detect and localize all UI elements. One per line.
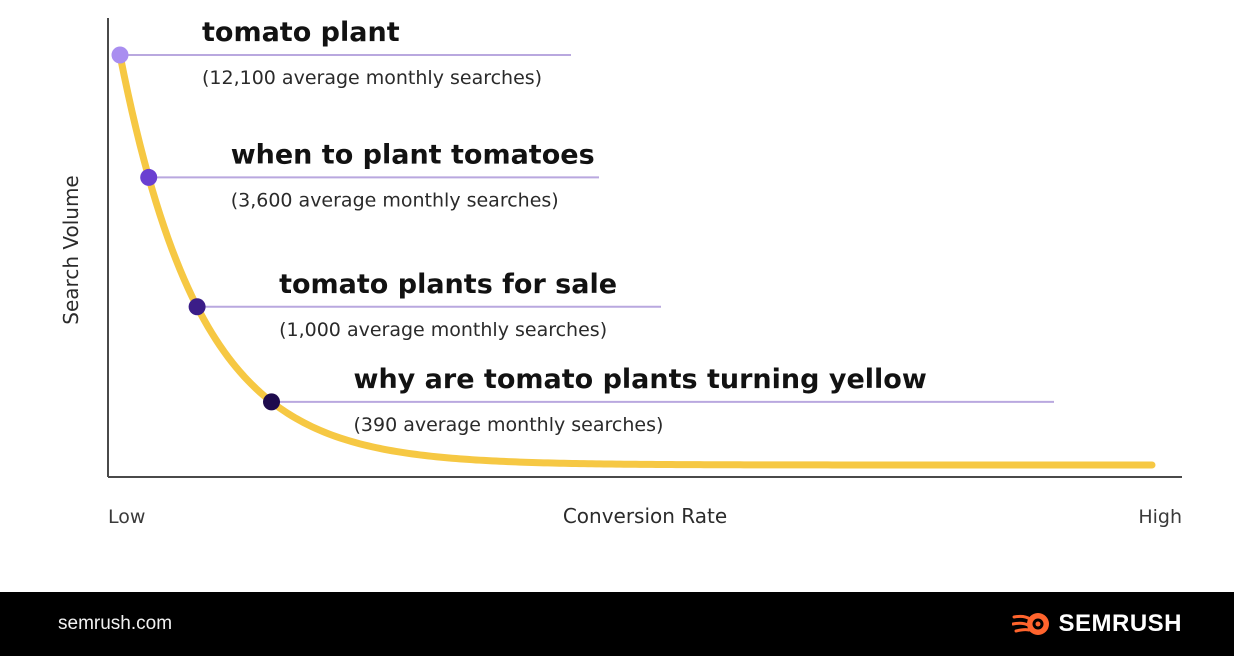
semrush-fireball-icon xyxy=(1012,613,1050,635)
volume-curve xyxy=(116,51,1156,469)
x-axis-label: Conversion Rate xyxy=(563,504,727,528)
data-point xyxy=(188,298,206,316)
keyword-label: when to plant tomatoes xyxy=(231,139,595,170)
footer-url[interactable]: semrush.com xyxy=(58,613,173,634)
search-volume-label: (1,000 average monthly searches) xyxy=(279,319,607,341)
keyword-points: tomato plant (12,100 average monthly sear… xyxy=(111,17,1054,436)
y-axis-label: Search Volume xyxy=(59,175,83,324)
keyword-label: tomato plants for sale xyxy=(279,269,617,300)
search-volume-label: (3,600 average monthly searches) xyxy=(231,189,559,211)
search-volume-label: (390 average monthly searches) xyxy=(354,414,664,436)
x-axis-end-label: High xyxy=(1138,506,1182,528)
keyword-label: why are tomato plants turning yellow xyxy=(354,364,927,395)
data-point xyxy=(263,393,281,411)
x-axis-start-label: Low xyxy=(108,506,145,528)
brand-logo: SEMRUSH xyxy=(1012,609,1182,639)
search-volume-label: (12,100 average monthly searches) xyxy=(202,67,542,89)
footer-bar: semrush.com SEMRUSH xyxy=(0,592,1234,656)
data-point xyxy=(140,168,158,186)
keyword-label: tomato plant xyxy=(202,17,400,48)
brand-name: SEMRUSH xyxy=(1058,610,1182,637)
data-point xyxy=(111,46,129,64)
keyword-volume-chart: tomato plant (12,100 average monthly sear… xyxy=(59,17,1182,528)
